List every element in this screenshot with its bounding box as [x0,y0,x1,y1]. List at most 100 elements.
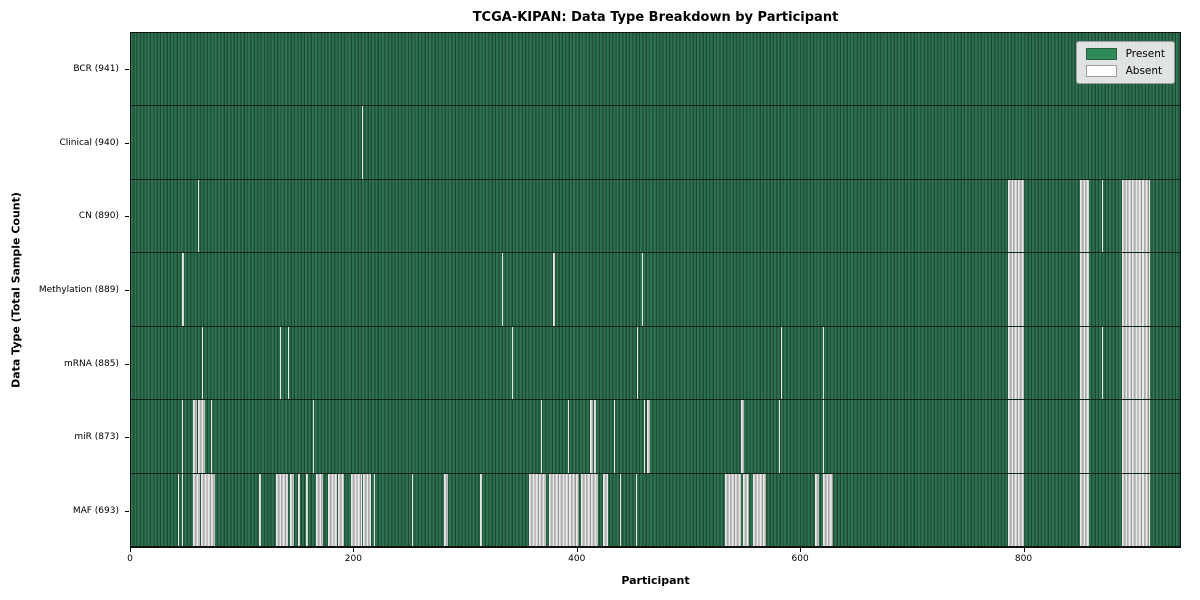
y-tick-mark [125,511,129,513]
y-tick-label: MAF (693) [0,474,130,548]
absent-stripe [362,473,371,546]
heatmap-row [131,106,1180,180]
absent-stripe [306,473,309,546]
absent-stripe [275,473,289,546]
heatmap-row [131,33,1180,107]
legend: Present Absent [1075,41,1175,84]
absent-stripe [643,400,645,473]
x-tick-label: 0 [127,554,133,564]
absent-stripe [1008,400,1024,473]
absent-stripe [312,400,314,473]
x-tick-mark [800,548,802,552]
absent-stripe [549,473,580,546]
absent-stripe [1079,473,1089,546]
absent-stripe [725,473,741,546]
absent-stripe [1122,253,1150,326]
x-tick-mark [130,548,131,552]
absent-stripe [593,400,596,473]
y-tick-label: mRNA (885) [0,327,130,401]
heatmap-row [131,253,1180,327]
absent-stripe [1101,326,1104,400]
absent-stripe [581,473,599,546]
legend-label: Present [1125,48,1165,60]
absent-stripe [298,473,301,546]
absent-stripe [288,326,290,400]
y-tick-labels: BCR (941) Clinical (940) CN (890) Methylati… [0,32,130,548]
absent-stripe [193,400,197,473]
absent-stripe [361,106,363,179]
y-tick-mark [125,142,129,144]
absent-stripe [620,473,622,546]
absent-stripe [201,473,215,546]
absent-stripe [641,253,643,326]
absent-stripe [328,473,338,546]
chart-title: TCGA-KIPAN: Data Type Breakdown by Parti… [472,10,839,25]
absent-stripe [182,400,184,473]
absent-stripe [541,400,543,473]
heatmap-plot-area: Present Absent [130,32,1181,548]
absent-stripe [815,473,819,546]
absent-stripe [350,473,362,546]
absent-stripe [613,400,615,473]
y-tick-label: miR (873) [0,401,130,475]
legend-swatch [1085,48,1117,60]
absent-stripe [740,400,745,473]
absent-stripe [553,253,555,326]
absent-stripe [411,473,414,546]
heatmap-row [131,473,1180,546]
absent-stripe [778,400,780,473]
y-tick-mark [125,437,129,439]
absent-stripe [1122,473,1150,546]
x-tick-label: 600 [791,554,809,564]
absent-stripe [635,473,638,546]
absent-stripe [602,473,609,546]
x-tick-mark [353,548,355,552]
absent-stripe [780,326,783,400]
x-tick-labels: 0 200 400 600 800 [127,548,1181,574]
absent-stripe [1101,179,1104,253]
absent-stripe [193,473,201,546]
absent-stripe [182,473,184,546]
x-tick-label: 800 [1014,554,1033,564]
absent-stripe [590,400,593,473]
absent-stripe [1079,253,1089,326]
heatmap-row [131,179,1180,254]
y-tick-mark [125,363,129,365]
absent-stripe [197,179,199,253]
legend-swatch [1085,65,1117,77]
heatmap-row [131,400,1180,474]
absent-stripe [1008,179,1024,253]
absent-stripe [182,253,185,326]
absent-stripe [316,473,323,546]
y-tick-label: BCR (941) [0,32,130,106]
absent-stripe [202,326,204,400]
legend-entry: Absent [1085,65,1165,77]
absent-stripe [823,326,825,400]
absent-stripe [290,473,294,546]
absent-stripe [280,326,282,400]
absent-stripe [743,473,749,546]
absent-stripe [1008,473,1024,546]
absent-stripe [479,473,483,546]
absent-stripe [637,326,639,400]
absent-stripe [177,473,179,546]
y-tick-mark [125,290,129,292]
heatmap-row [131,326,1180,401]
absent-stripe [211,400,213,473]
absent-stripe [1079,400,1089,473]
heatmap-rows [131,33,1180,546]
legend-entry: Present [1085,48,1165,60]
absent-stripe [823,400,825,473]
y-tick-mark [125,68,129,70]
absent-stripe [528,473,546,546]
absent-stripe [502,253,504,326]
absent-stripe [197,400,205,473]
absent-stripe [1122,179,1150,253]
absent-stripe [338,473,344,546]
absent-stripe [1122,400,1150,473]
x-tick-label: 200 [344,554,362,564]
absent-stripe [647,400,651,473]
y-tick-mark [125,216,129,218]
absent-stripe [823,473,834,546]
